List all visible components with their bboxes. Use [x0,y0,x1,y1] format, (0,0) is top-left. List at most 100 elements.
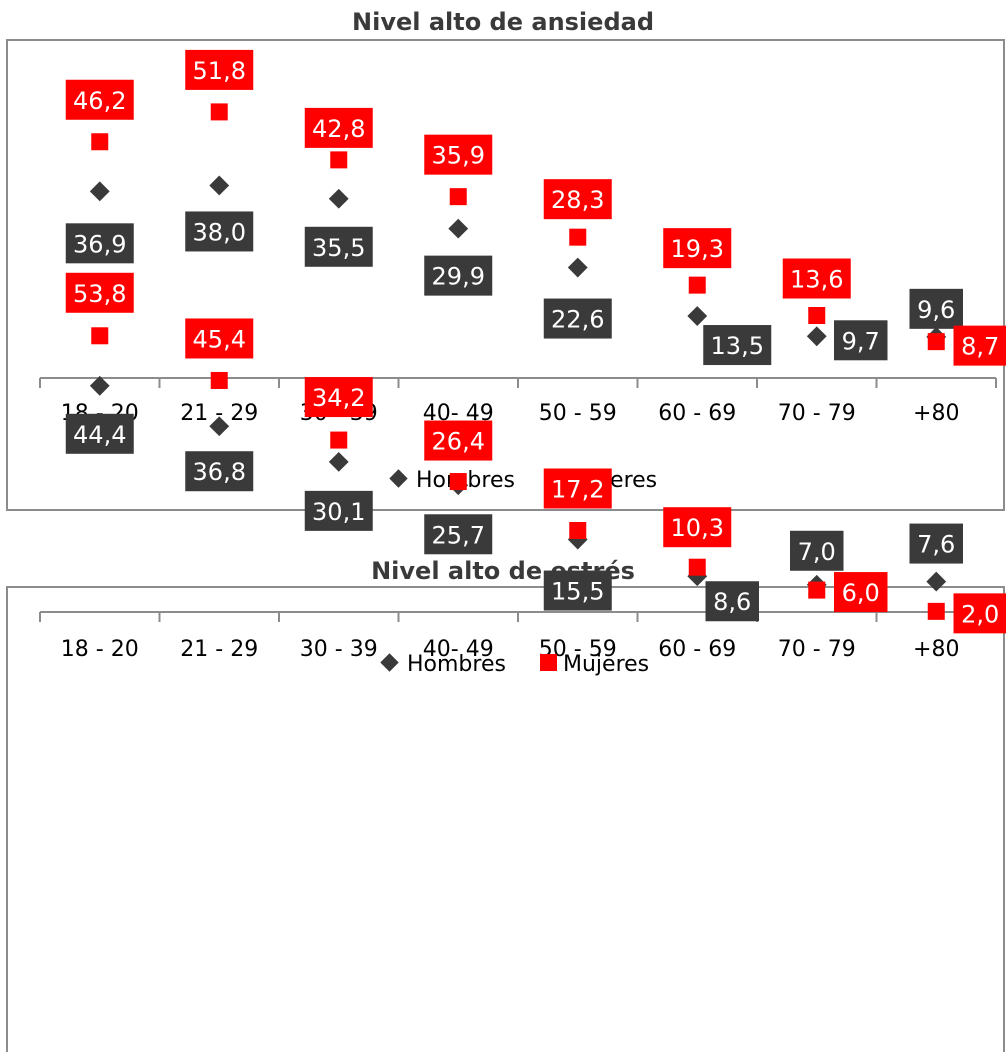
legend-hombres-label: Hombres [407,652,506,677]
data-label-box-mujeres [65,79,134,120]
data-label-mujeres: 13,6 [790,266,843,294]
point-hombres [448,218,469,239]
data-label-box-hombres [790,530,844,571]
point-mujeres [927,333,945,351]
data-label-hombres: 22,6 [551,306,604,334]
data-label-box-hombres [185,451,254,492]
data-label-hombres: 7,0 [798,538,836,566]
data-label-mujeres: 10,3 [671,514,724,542]
data-label-mujeres: 8,7 [961,333,999,361]
data-marks-estres: 44,4 36,8 30,1 25,7 15,5 8,6 7,0 7,6 53,8 45,4 34,… [65,272,1006,634]
data-label-box-mujeres [543,179,612,220]
point-mujeres [808,581,826,599]
x-tick-label: +80 [913,637,959,662]
data-label-mujeres: 45,4 [193,325,246,353]
data-label-mujeres: 51,8 [193,57,246,85]
x-tick-label: 18 - 20 [61,637,139,662]
data-label-box-hombres [909,523,963,564]
data-label-mujeres: 19,3 [671,235,724,263]
point-mujeres [449,188,467,206]
data-label-hombres: 7,6 [917,531,955,559]
data-label-box-mujeres [663,228,732,269]
point-hombres [209,416,230,437]
x-tick-label: 60 - 69 [658,637,736,662]
data-label-mujeres: 17,2 [551,475,604,503]
data-label-box-hombres [424,514,493,555]
data-label-mujeres: 46,2 [73,87,126,115]
data-label-hombres: 35,5 [312,234,365,262]
data-label-hombres: 29,9 [432,263,485,291]
point-mujeres [210,371,228,389]
data-label-box-hombres [304,226,373,267]
data-label-hombres: 36,9 [73,230,126,258]
x-tick-label: 30 - 39 [300,637,378,662]
x-tick-label: +80 [913,401,959,426]
x-tick-label: 60 - 69 [658,401,736,426]
data-label-box-mujeres [663,507,732,548]
data-label-mujeres: 26,4 [432,428,485,456]
data-label-box-mujeres [834,572,888,613]
x-tick-label: 70 - 79 [778,401,856,426]
point-mujeres [449,473,467,491]
point-mujeres [330,431,348,449]
point-mujeres [688,558,706,576]
data-label-box-hombres [705,581,759,622]
data-label-box-hombres [909,288,963,329]
point-hombres [926,571,947,592]
data-label-box-mujeres [953,593,1006,634]
x-tick-label: 50 - 59 [539,401,617,426]
chart-frame-estres [6,586,1005,1052]
data-label-hombres: 25,7 [432,521,485,549]
data-label-box-hombres [834,320,888,361]
data-label-hombres: 13,5 [711,332,764,360]
data-label-box-mujeres [304,107,373,148]
data-label-mujeres: 6,0 [842,579,880,607]
data-label-box-mujeres [424,420,493,461]
data-label-box-mujeres [185,318,254,359]
point-hombres [89,375,110,396]
data-label-box-mujeres [185,49,254,90]
point-mujeres [688,276,706,294]
point-mujeres [330,151,348,169]
data-label-hombres: 36,8 [193,458,246,486]
point-mujeres [569,521,587,539]
point-hombres [806,326,827,347]
legend-hombres-marker [389,469,408,488]
data-label-box-hombres [65,223,134,264]
data-label-box-mujeres [953,325,1006,366]
legend-mujeres-label: Mujeres [563,652,649,677]
chart-panel-estres: Nivel alto de estrés 18 - 20 21 - 29 30 - … [6,272,1006,1052]
data-marks-ansiedad: 36,9 38,0 35,5 29,9 22,6 13,5 9,7 9,6 46,2 51,8 42… [65,49,1006,366]
point-hombres [687,306,708,326]
point-hombres [209,175,230,196]
data-label-box-mujeres [782,258,851,299]
point-hombres [89,181,110,202]
data-label-mujeres: 53,8 [73,280,126,308]
legend-estres: Hombres Mujeres [380,652,649,677]
data-label-box-hombres [703,325,772,366]
point-mujeres [808,307,826,325]
point-mujeres [210,103,228,121]
x-tick-label: 40- 49 [423,637,494,662]
data-label-mujeres: 35,9 [432,142,485,170]
point-hombres [328,188,349,209]
data-label-box-hombres [424,255,493,296]
data-label-mujeres: 2,0 [961,600,999,628]
data-label-hombres: 9,6 [917,296,955,324]
point-mujeres [91,327,109,345]
data-label-box-mujeres [543,468,612,509]
data-label-box-hombres [185,211,254,252]
data-label-box-mujeres [304,377,373,418]
data-label-hombres: 9,7 [842,327,880,355]
point-mujeres [91,133,109,151]
data-label-hombres: 38,0 [193,218,246,246]
data-label-box-hombres [543,570,612,611]
point-hombres [567,257,588,278]
data-label-hombres: 30,1 [312,498,365,526]
x-tick-label: 70 - 79 [778,637,856,662]
point-mujeres [569,228,587,246]
legend-hombres-marker [380,653,399,672]
point-hombres [328,451,349,472]
data-label-box-mujeres [424,134,493,175]
